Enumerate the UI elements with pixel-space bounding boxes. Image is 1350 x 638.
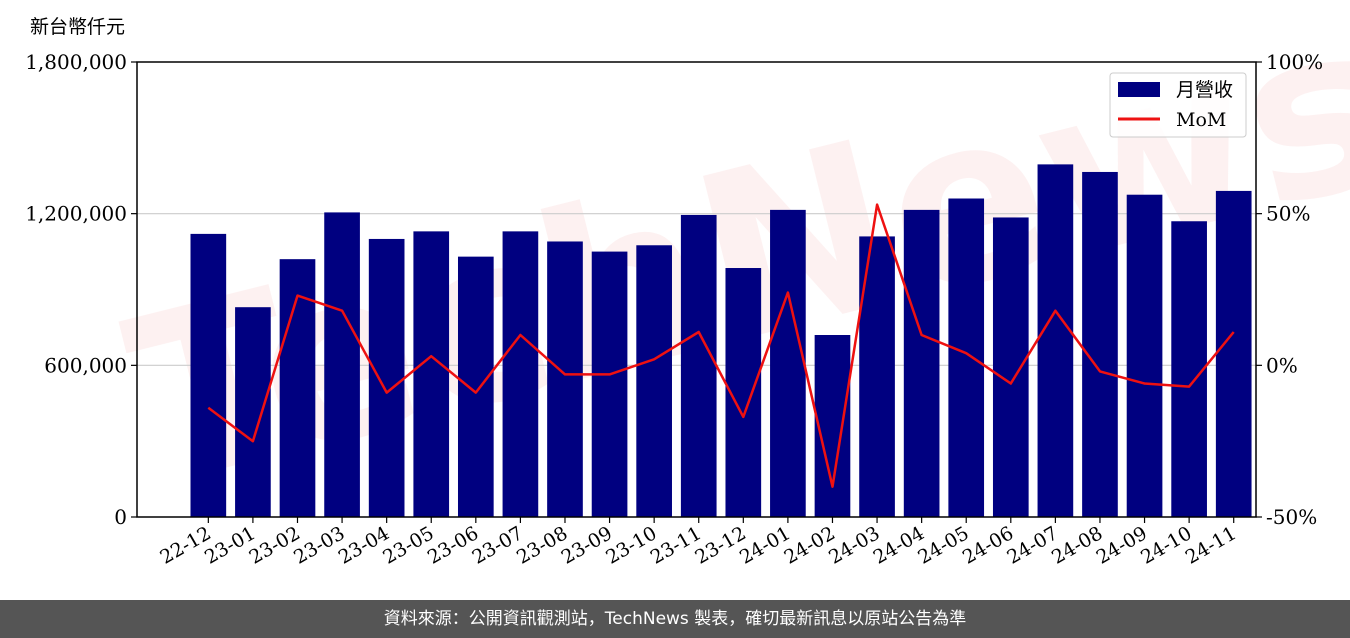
x-tick-label: 24-04 <box>870 522 928 568</box>
x-tick-label: 23-03 <box>290 522 348 568</box>
y-right-tick-label: 50% <box>1266 202 1310 226</box>
y-right-tick-label: -50% <box>1266 505 1317 529</box>
bar-23-04 <box>368 238 405 517</box>
bar-23-01 <box>235 307 271 517</box>
y-unit-label: 新台幣仟元 <box>30 16 125 38</box>
y-left-tick-label: 600,000 <box>44 353 127 377</box>
x-tick-label: 23-09 <box>558 522 616 568</box>
bar-23-02 <box>279 259 316 517</box>
x-tick-label: 24-07 <box>1003 522 1061 568</box>
bar-23-07 <box>502 231 539 517</box>
x-tick-label: 23-07 <box>468 522 526 568</box>
bar-24-05 <box>948 198 985 517</box>
x-tick-label: 23-01 <box>201 522 259 568</box>
bar-23-08 <box>547 241 583 517</box>
x-tick-label: 23-12 <box>691 522 749 568</box>
x-tick-label: 23-05 <box>379 522 437 568</box>
y-left-tick-label: 0 <box>114 505 127 529</box>
x-tick-label: 23-06 <box>424 522 482 568</box>
x-tick-label: 23-10 <box>602 522 660 568</box>
y-left-tick-label: 1,800,000 <box>25 50 127 74</box>
legend-label-line: MoM <box>1176 109 1226 131</box>
x-tick-label: 23-08 <box>513 522 571 568</box>
x-tick-label: 23-02 <box>246 522 304 568</box>
plot-frame <box>136 61 1257 518</box>
bar-22-12 <box>190 233 227 517</box>
bar-24-07 <box>1037 164 1074 517</box>
bar-24-04 <box>903 209 940 517</box>
bar-23-06 <box>457 256 494 517</box>
x-tick-label: 24-09 <box>1093 522 1151 568</box>
y-right-tick-label: 0% <box>1266 353 1298 377</box>
x-tick-label: 24-08 <box>1048 522 1106 568</box>
bar-24-08 <box>1082 171 1118 518</box>
x-tick-label: 24-02 <box>781 522 839 568</box>
bar-23-03 <box>324 212 360 517</box>
x-tick-label: 24-03 <box>825 522 883 568</box>
x-tick-label: 22-12 <box>156 522 214 568</box>
bar-23-10 <box>636 245 672 517</box>
source-footer: 資料來源：公開資訊觀測站，TechNews 製表，確切最新訊息以原站公告為準 <box>0 600 1350 638</box>
bar-24-02 <box>814 335 851 517</box>
x-tick-label: 24-05 <box>914 522 972 568</box>
x-tick-label: 23-04 <box>335 522 393 568</box>
x-tick-label: 24-01 <box>736 522 794 568</box>
bar-23-05 <box>413 231 450 517</box>
bar-24-09 <box>1126 194 1163 518</box>
x-tick-label: 24-11 <box>1182 522 1240 568</box>
x-tick-label: 23-11 <box>647 522 705 568</box>
bar-23-09 <box>591 251 628 518</box>
revenue-chart: 新台幣仟元 0 600,000 1,200,000 1,800,000 -50% 0% 50%… <box>25 16 1323 569</box>
bar-23-11 <box>680 214 717 518</box>
bar-24-06 <box>992 217 1029 518</box>
legend-label-bar: 月營收 <box>1176 79 1233 101</box>
x-tick-label: 24-10 <box>1137 522 1195 568</box>
bar-24-11 <box>1215 190 1252 517</box>
y-left-tick-label: 1,200,000 <box>25 202 127 226</box>
bar-24-01 <box>770 209 806 517</box>
y-right-tick-label: 100% <box>1266 50 1323 74</box>
bar-24-10 <box>1171 221 1207 517</box>
x-tick-label: 24-06 <box>959 522 1017 568</box>
legend-swatch-bar <box>1118 82 1160 97</box>
mom-line <box>207 203 1235 488</box>
